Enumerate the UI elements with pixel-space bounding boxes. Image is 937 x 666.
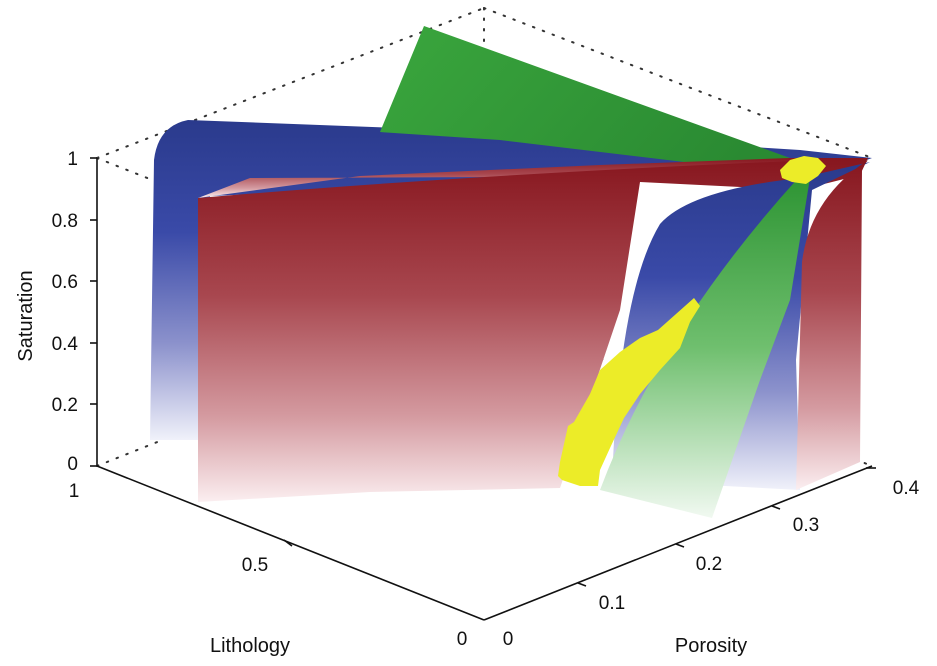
tick-label-lithology-1: 1 [69, 481, 80, 502]
axis-label-saturation: Saturation [15, 270, 37, 361]
axes [96, 158, 873, 621]
tick-label-lithology-0: 0 [457, 629, 468, 650]
surface-red-right [796, 160, 868, 490]
axis-label-lithology: Lithology [210, 635, 290, 657]
tick-label-saturation-0.4: 0.4 [52, 334, 79, 355]
surface-blue-back [150, 120, 872, 440]
porosity-tick-labels: 0 0.1 0.2 0.3 0.4 [503, 478, 920, 650]
axis-label-porosity: Porosity [675, 635, 747, 657]
tick-label-porosity-0.2: 0.2 [696, 554, 722, 575]
tick-marks [90, 157, 876, 587]
tick-label-porosity-0.1: 0.1 [599, 593, 625, 614]
surface-green-wedge [380, 26, 820, 176]
tick-label-saturation-1: 1 [67, 149, 78, 170]
highlight-points [558, 156, 826, 486]
tick-label-saturation-0.6: 0.6 [52, 272, 78, 293]
surface-red-front [198, 158, 868, 502]
tick-label-porosity-0.4: 0.4 [893, 478, 920, 499]
tick-label-saturation-0.2: 0.2 [52, 395, 78, 416]
saturation-tick-labels: 1 0.8 0.6 0.4 0.2 0 [52, 149, 79, 475]
tick-label-porosity-0.3: 0.3 [793, 515, 819, 536]
tick-label-porosity-0: 0 [503, 629, 514, 650]
tick-label-saturation-0: 0 [67, 454, 78, 475]
tick-label-lithology-0.5: 0.5 [242, 555, 268, 576]
tick-label-saturation-0.8: 0.8 [52, 211, 78, 232]
surface-green-lower [600, 176, 810, 518]
lithology-tick-labels: 1 0.5 0 [69, 481, 468, 650]
